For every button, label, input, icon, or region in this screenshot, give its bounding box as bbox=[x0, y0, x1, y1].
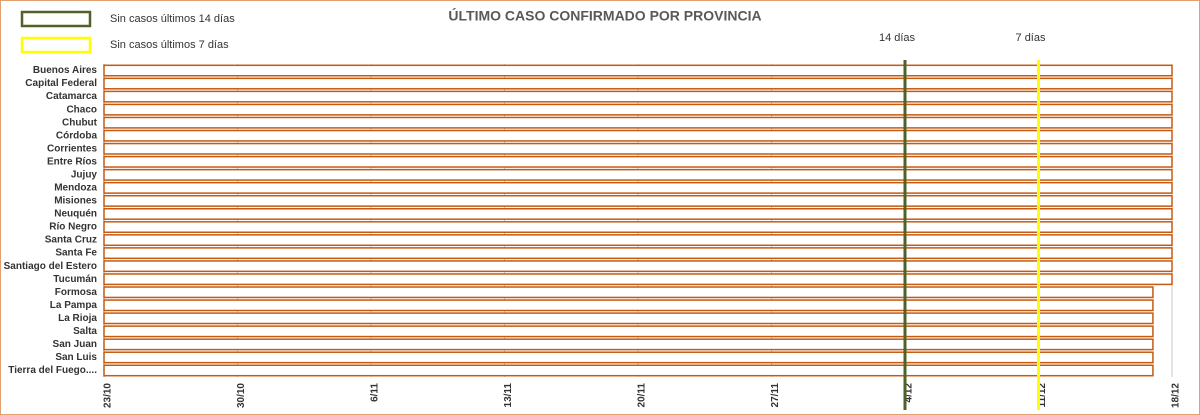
y-tick-label: Buenos Aires bbox=[33, 65, 98, 76]
x-tick-label: 20/11 bbox=[637, 383, 648, 408]
bar bbox=[103, 273, 1173, 286]
bar bbox=[103, 142, 1173, 155]
x-tick-label: 18/12 bbox=[1171, 383, 1182, 408]
x-tick-label: 23/10 bbox=[103, 383, 114, 408]
bar bbox=[103, 338, 1154, 351]
legend-label: Sin casos últimos 14 días bbox=[110, 13, 235, 25]
reference-label: 14 días bbox=[879, 32, 916, 44]
legend-swatch bbox=[20, 36, 92, 54]
bar bbox=[103, 208, 1173, 220]
bar bbox=[103, 299, 1154, 312]
bar bbox=[103, 155, 1173, 168]
y-tick-label: Santiago del Estero bbox=[4, 261, 97, 272]
x-tick-label: 6/11 bbox=[370, 383, 381, 402]
bar bbox=[103, 221, 1173, 233]
bar bbox=[103, 64, 1173, 77]
y-tick-label: Chaco bbox=[66, 104, 97, 115]
legend-label: Sin casos últimos 7 días bbox=[110, 39, 229, 51]
bar bbox=[103, 364, 1154, 377]
y-tick-label: Tierra del Fuego.... bbox=[8, 365, 97, 376]
y-tick-label: Córdoba bbox=[56, 130, 98, 141]
y-tick-label: Misiones bbox=[54, 196, 97, 207]
y-tick-label: Entre Ríos bbox=[47, 156, 97, 167]
bar bbox=[103, 116, 1173, 129]
bar bbox=[103, 325, 1154, 338]
bar bbox=[103, 90, 1173, 103]
y-tick-label: Salta bbox=[73, 326, 97, 337]
x-tick-label: 30/10 bbox=[236, 383, 247, 408]
reference-label: 7 días bbox=[1016, 32, 1046, 44]
y-tick-label: Capital Federal bbox=[25, 78, 97, 89]
y-tick-label: Río Negro bbox=[49, 222, 97, 233]
bar bbox=[103, 194, 1173, 207]
y-tick-label: Corrientes bbox=[47, 143, 97, 154]
legend-swatch bbox=[20, 10, 92, 28]
y-tick-label: Chubut bbox=[62, 117, 98, 128]
y-tick-label: Formosa bbox=[55, 287, 98, 298]
bar bbox=[103, 103, 1173, 116]
x-tick-label: 4/12 bbox=[904, 383, 915, 403]
bar bbox=[103, 181, 1173, 194]
y-tick-label: Mendoza bbox=[54, 183, 97, 194]
bar bbox=[103, 351, 1154, 364]
y-tick-label: Catamarca bbox=[46, 91, 98, 102]
bar bbox=[103, 77, 1173, 90]
bar bbox=[103, 312, 1154, 325]
y-tick-label: Jujuy bbox=[71, 169, 98, 180]
chart-title: ÚLTIMO CASO CONFIRMADO POR PROVINCIA bbox=[448, 7, 761, 24]
bar bbox=[103, 129, 1173, 142]
y-tick-label: Neuquén bbox=[54, 209, 97, 220]
bar bbox=[103, 247, 1173, 260]
x-tick-label: 27/11 bbox=[770, 383, 781, 408]
bar bbox=[103, 234, 1173, 247]
y-tick-label: Santa Cruz bbox=[45, 235, 97, 246]
y-tick-label: La Rioja bbox=[58, 313, 97, 324]
bar bbox=[103, 168, 1173, 181]
y-tick-label: Santa Fe bbox=[55, 248, 97, 259]
x-tick-label: 13/11 bbox=[503, 383, 514, 408]
y-tick-label: San Juan bbox=[53, 339, 97, 350]
y-tick-label: La Pampa bbox=[50, 300, 98, 311]
y-tick-label: Tucumán bbox=[53, 274, 97, 285]
x-tick-label: 11/12 bbox=[1037, 383, 1048, 408]
bar bbox=[103, 286, 1154, 299]
bar bbox=[103, 260, 1173, 273]
y-tick-label: San Luis bbox=[55, 352, 97, 363]
